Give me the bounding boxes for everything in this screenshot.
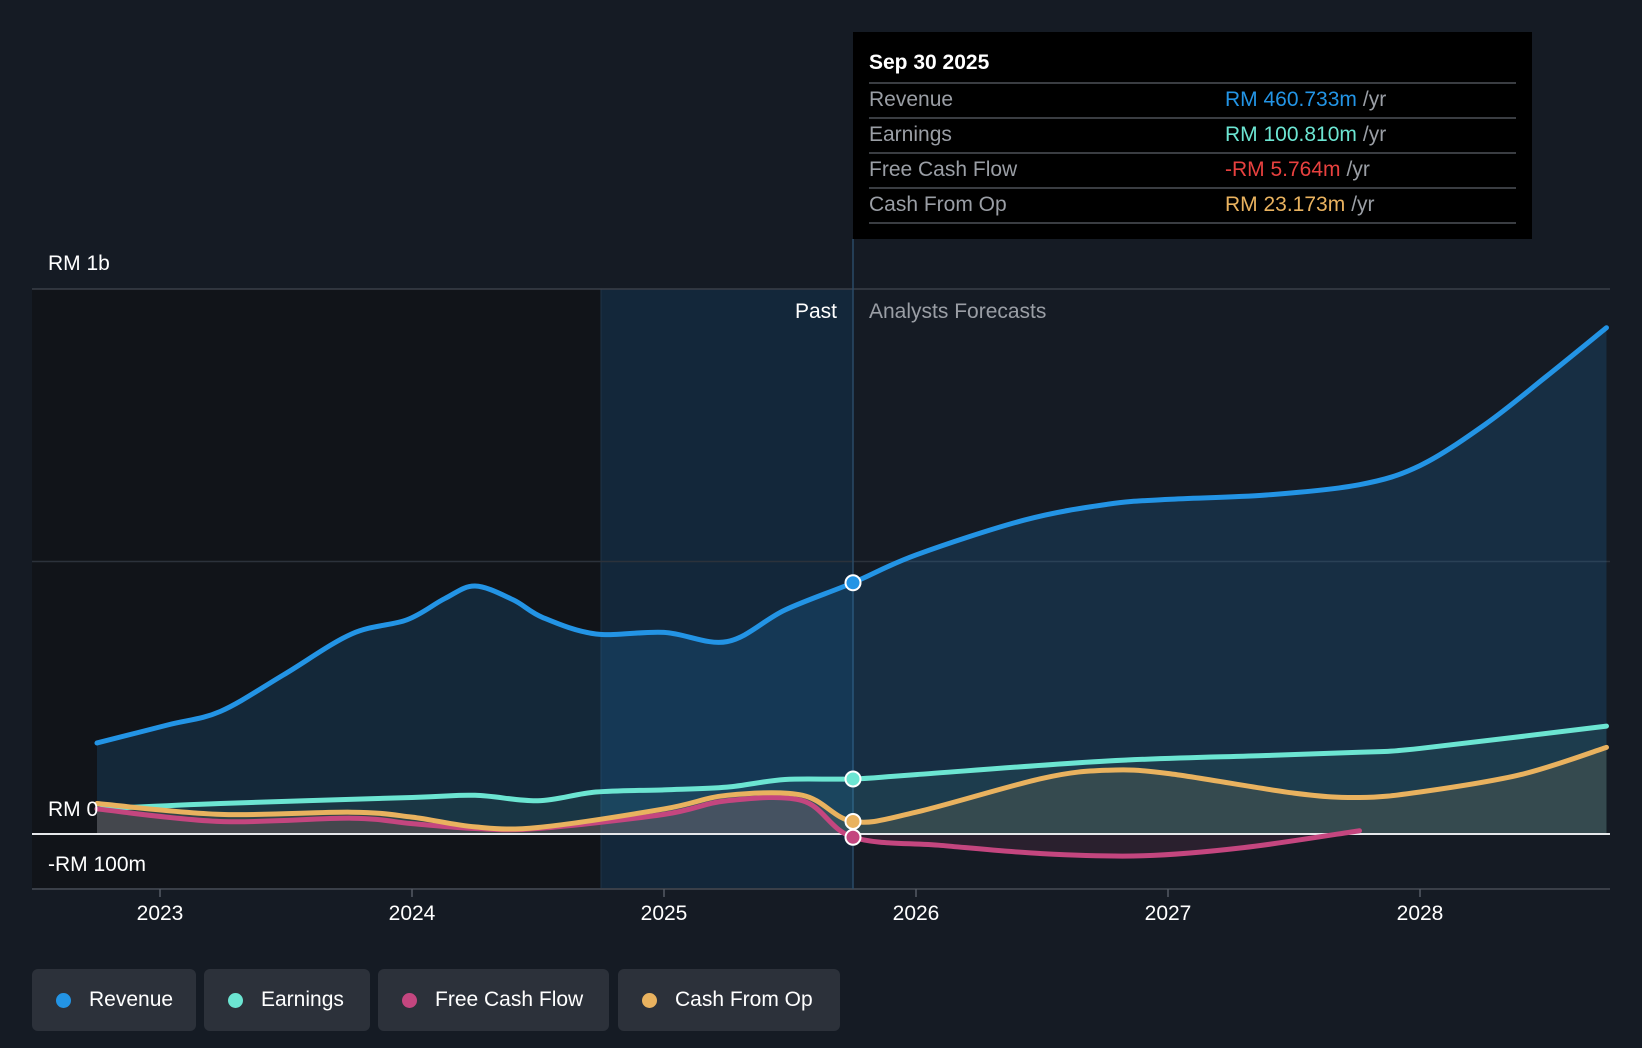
tooltip-date: Sep 30 2025 <box>869 51 990 74</box>
x-tick-2025: 2025 <box>640 902 688 925</box>
area-cash-from-op <box>97 747 1607 834</box>
tooltip-unit: /yr <box>1362 123 1387 146</box>
tooltip-row-cfo: Cash From Op RM 23.173m/yr <box>869 187 1516 224</box>
tooltip-value: RM 100.810m <box>1225 123 1357 146</box>
tooltip-label: Revenue <box>869 88 954 111</box>
line-revenue <box>94 325 1609 746</box>
tooltip-label: Earnings <box>869 123 952 146</box>
x-tick-2027: 2027 <box>1144 902 1192 925</box>
tooltip-value: RM 23.173m <box>1225 193 1346 216</box>
legend-label: Earnings <box>261 988 344 1011</box>
tooltip-row-fcf: Free Cash Flow -RM 5.764m/yr <box>869 152 1516 187</box>
x-tick-2026: 2026 <box>892 902 940 925</box>
x-tick-2024: 2024 <box>388 902 436 925</box>
line-free-cash-flow <box>94 795 1363 859</box>
past-label: Past <box>794 300 837 323</box>
tooltip-row-revenue: Revenue RM 460.733m/yr <box>869 82 1516 117</box>
earnings-dot-icon <box>228 992 243 1008</box>
revenue-dot-icon <box>56 992 71 1008</box>
marker-revenue <box>844 574 862 592</box>
cfo-dot-icon <box>642 992 657 1008</box>
tooltip-label: Free Cash Flow <box>869 158 1018 181</box>
tooltip-value: -RM 5.764m <box>1225 158 1341 181</box>
legend-revenue[interactable]: Revenue <box>32 969 196 1031</box>
marker-free-cash-flow <box>844 828 862 846</box>
y-label-bottom: -RM 100m <box>48 853 147 876</box>
area-revenue <box>97 327 1607 834</box>
tooltip-unit: /yr <box>1351 193 1375 216</box>
fcf-dot-icon <box>402 992 417 1008</box>
legend-cash-from-op[interactable]: Cash From Op <box>618 969 840 1031</box>
x-tick-2028: 2028 <box>1396 902 1444 925</box>
y-label-top: RM 1b <box>48 252 110 275</box>
tooltip-value: RM 460.733m <box>1225 88 1357 111</box>
tooltip-label: Cash From Op <box>869 193 1007 216</box>
tooltip-row-earnings: Earnings RM 100.810m/yr <box>869 117 1516 152</box>
line-earnings <box>94 723 1609 812</box>
legend-free-cash-flow[interactable]: Free Cash Flow <box>378 969 609 1031</box>
marker-cash-from-op <box>844 812 862 830</box>
past-region <box>32 289 601 889</box>
legend-label: Revenue <box>89 988 174 1011</box>
x-tick-2023: 2023 <box>136 902 184 925</box>
legend-label: Cash From Op <box>675 988 813 1011</box>
area-free-cash-flow <box>97 797 1360 857</box>
y-label-zero: RM 0 <box>48 798 99 821</box>
tooltip-unit: /yr <box>1362 88 1387 111</box>
tooltip: Sep 30 2025 Revenue RM 460.733m/yr Earnin… <box>853 32 1532 239</box>
forecast-label: Analysts Forecasts <box>869 300 1047 323</box>
legend-label: Free Cash Flow <box>435 988 584 1011</box>
tooltip-unit: /yr <box>1346 158 1370 181</box>
marker-earnings <box>844 770 862 788</box>
legend-earnings[interactable]: Earnings <box>204 969 370 1031</box>
